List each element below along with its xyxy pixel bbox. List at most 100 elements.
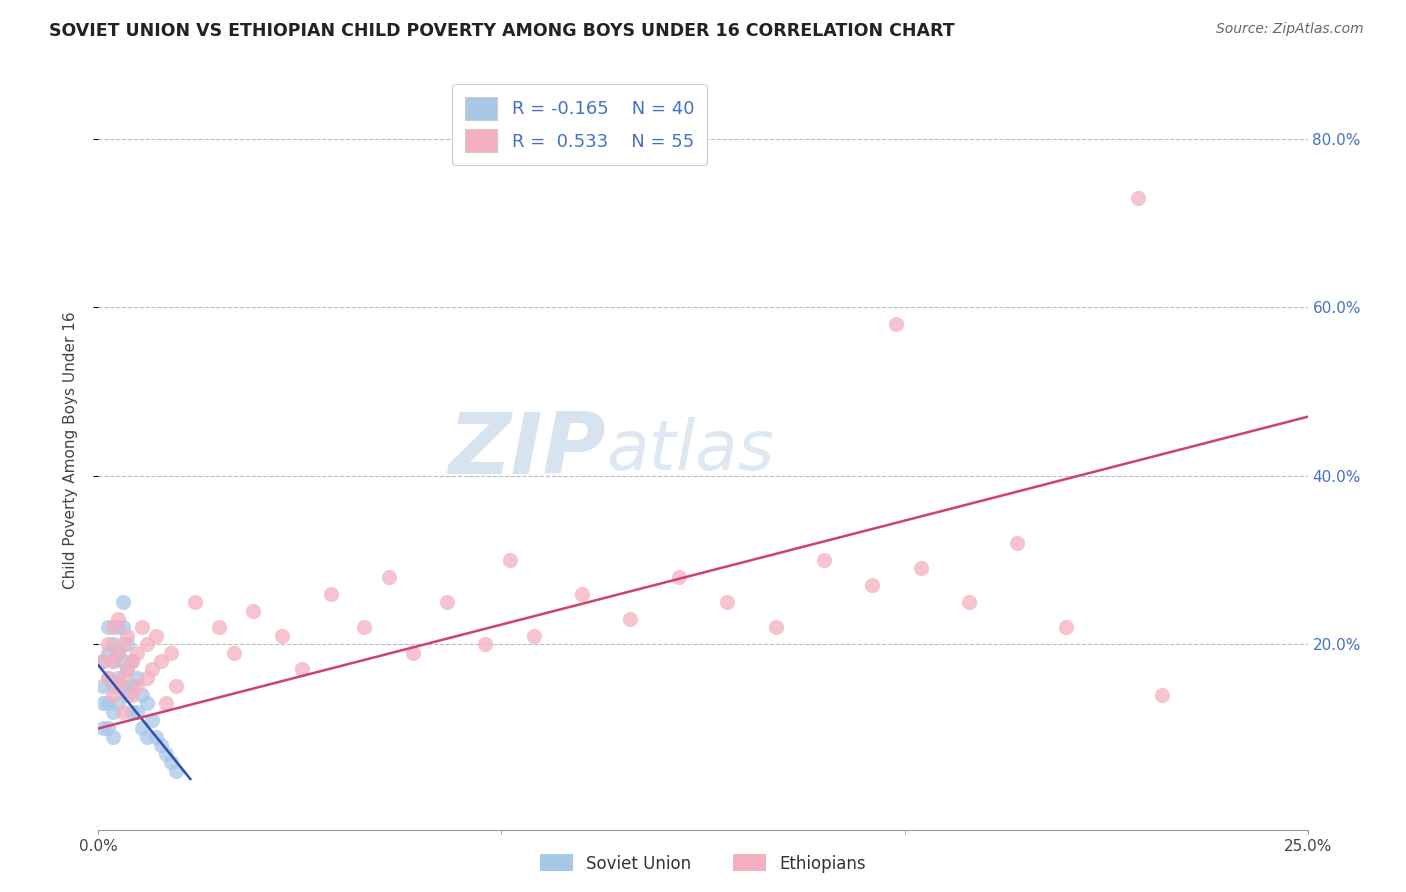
Point xyxy=(117,637,139,651)
Point xyxy=(160,755,183,769)
Text: atlas: atlas xyxy=(606,417,775,484)
Point xyxy=(117,629,139,643)
Point xyxy=(957,595,980,609)
Point xyxy=(111,595,134,609)
Point xyxy=(668,570,690,584)
Point xyxy=(107,620,129,634)
Point xyxy=(127,671,149,685)
Point xyxy=(101,679,124,693)
Point xyxy=(107,696,129,710)
Point xyxy=(101,730,124,744)
Point xyxy=(813,553,835,567)
Point xyxy=(107,646,129,660)
Point xyxy=(377,570,399,584)
Point xyxy=(165,679,187,693)
Point xyxy=(141,663,163,677)
Point xyxy=(97,671,120,685)
Text: ZIP: ZIP xyxy=(449,409,606,492)
Point xyxy=(208,620,231,634)
Point xyxy=(111,705,134,719)
Point xyxy=(135,637,157,651)
Point xyxy=(135,730,157,744)
Point xyxy=(91,722,114,736)
Point xyxy=(165,764,187,778)
Point xyxy=(619,612,641,626)
Point xyxy=(716,595,738,609)
Point xyxy=(135,696,157,710)
Point xyxy=(117,663,139,677)
Point xyxy=(155,747,177,761)
Point xyxy=(97,637,120,651)
Point xyxy=(290,663,312,677)
Point xyxy=(91,679,114,693)
Point xyxy=(571,587,593,601)
Point xyxy=(353,620,375,634)
Point xyxy=(97,722,120,736)
Y-axis label: Child Poverty Among Boys Under 16: Child Poverty Among Boys Under 16 xyxy=(63,311,77,590)
Point xyxy=(127,646,149,660)
Point xyxy=(436,595,458,609)
Point xyxy=(97,671,120,685)
Point xyxy=(91,654,114,668)
Point xyxy=(860,578,883,592)
Point xyxy=(117,688,139,702)
Point xyxy=(111,679,134,693)
Point xyxy=(141,713,163,727)
Point xyxy=(121,679,143,693)
Text: SOVIET UNION VS ETHIOPIAN CHILD POVERTY AMONG BOYS UNDER 16 CORRELATION CHART: SOVIET UNION VS ETHIOPIAN CHILD POVERTY … xyxy=(49,22,955,40)
Point xyxy=(523,629,546,643)
Legend: Soviet Union, Ethiopians: Soviet Union, Ethiopians xyxy=(533,847,873,880)
Point xyxy=(111,620,134,634)
Point xyxy=(242,603,264,617)
Point xyxy=(271,629,294,643)
Point xyxy=(160,646,183,660)
Point xyxy=(145,730,167,744)
Point xyxy=(910,561,932,575)
Point xyxy=(121,688,143,702)
Point xyxy=(127,705,149,719)
Point xyxy=(886,317,908,331)
Point xyxy=(107,646,129,660)
Point xyxy=(111,671,134,685)
Point xyxy=(121,654,143,668)
Point xyxy=(121,705,143,719)
Point xyxy=(111,654,134,668)
Point xyxy=(101,620,124,634)
Point xyxy=(402,646,425,660)
Point xyxy=(1007,536,1029,550)
Point xyxy=(1128,191,1150,205)
Point xyxy=(150,654,173,668)
Text: Source: ZipAtlas.com: Source: ZipAtlas.com xyxy=(1216,22,1364,37)
Point xyxy=(131,620,153,634)
Point xyxy=(101,705,124,719)
Point xyxy=(97,696,120,710)
Point xyxy=(91,654,114,668)
Point xyxy=(155,696,177,710)
Point xyxy=(474,637,496,651)
Point xyxy=(222,646,245,660)
Point xyxy=(101,654,124,668)
Point xyxy=(107,671,129,685)
Point xyxy=(498,553,520,567)
Point xyxy=(97,620,120,634)
Point xyxy=(127,679,149,693)
Point xyxy=(101,688,124,702)
Point xyxy=(131,722,153,736)
Point xyxy=(1152,688,1174,702)
Point xyxy=(107,679,129,693)
Point xyxy=(97,646,120,660)
Point xyxy=(319,587,342,601)
Point xyxy=(131,688,153,702)
Point xyxy=(184,595,207,609)
Point xyxy=(121,654,143,668)
Point xyxy=(765,620,787,634)
Point xyxy=(150,739,173,753)
Point xyxy=(1054,620,1077,634)
Point xyxy=(101,637,124,651)
Point xyxy=(107,612,129,626)
Point xyxy=(101,654,124,668)
Point xyxy=(117,663,139,677)
Point xyxy=(135,671,157,685)
Point xyxy=(111,637,134,651)
Point xyxy=(91,696,114,710)
